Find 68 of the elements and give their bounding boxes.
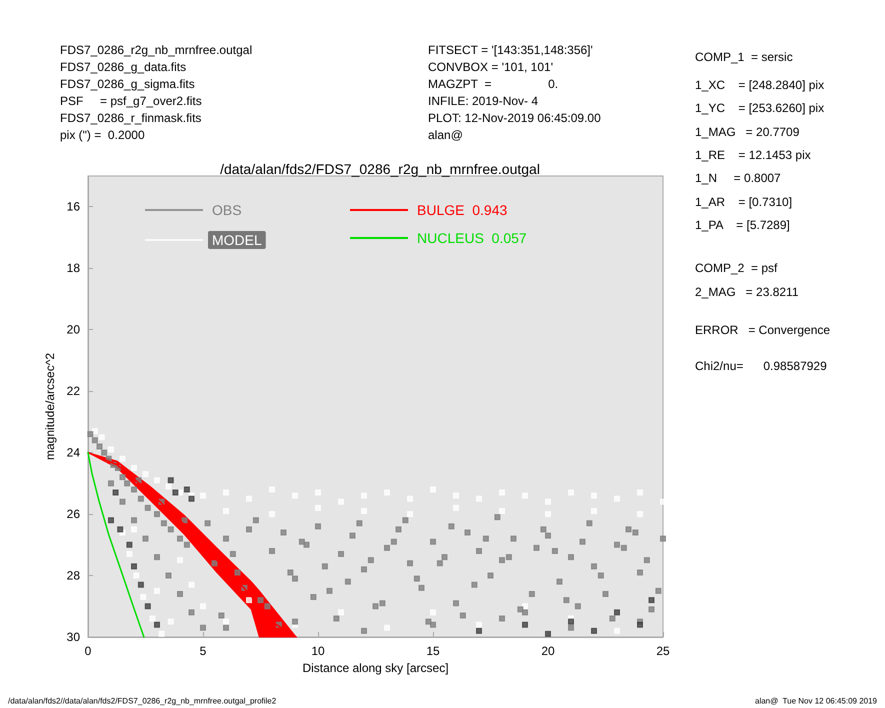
text: alan@ Tue Nov 12 06:45:09 2019 xyxy=(755,696,878,706)
y-tick-label: 16 xyxy=(66,200,80,214)
y-tick-label: 26 xyxy=(66,507,80,522)
text: 1_AR = [0.7310] xyxy=(695,195,792,209)
x-tick-label: 0 xyxy=(84,644,92,658)
x-tick-label: 5 xyxy=(200,644,207,658)
point xyxy=(614,609,620,616)
point xyxy=(112,490,119,496)
point xyxy=(637,622,643,628)
point xyxy=(168,477,174,484)
point xyxy=(126,542,132,548)
x-tick-label: 20 xyxy=(541,644,555,658)
legend-label: MODEL xyxy=(212,232,262,248)
y-tick-label: 28 xyxy=(66,568,80,583)
text: 1_N = 0.8007 xyxy=(695,171,782,185)
point xyxy=(568,618,574,625)
text: 1_XC = [248.2840] pix xyxy=(695,78,824,92)
text: FITSECT = '[143:351,148:356]' xyxy=(428,43,593,57)
x-tick-label: 10 xyxy=(311,644,325,658)
point xyxy=(154,622,160,628)
point xyxy=(476,628,482,634)
text: 2_MAG = 23.8211 xyxy=(695,285,799,299)
text: COMP_2 = psf xyxy=(695,261,778,275)
text: INFILE: 2019-Nov- 4 xyxy=(428,94,538,108)
point xyxy=(648,597,654,604)
text: COMP_1 = sersic xyxy=(695,50,793,64)
text: FDS7_0286_g_data.fits xyxy=(60,60,186,74)
x-tick-label: 15 xyxy=(426,644,440,658)
x-tick-label: 25 xyxy=(656,644,670,658)
text: 1_RE = 12.1453 pix xyxy=(695,148,811,162)
y-tick-label: 18 xyxy=(66,261,80,276)
text: alan@ xyxy=(428,128,463,142)
text: PSF = psf_g7_over2.fits xyxy=(60,94,202,108)
text: pix (") = 0.2000 xyxy=(60,128,145,142)
text: Chi2/nu= 0.98587929 xyxy=(695,359,828,373)
point xyxy=(591,628,597,634)
point xyxy=(188,496,194,502)
text: FDS7_0286_r_finmask.fits xyxy=(60,111,202,125)
text: CONVBOX = '101, 101' xyxy=(428,60,553,74)
y-axis-title: magnitude/arcsec^2 xyxy=(42,352,57,460)
text: PLOT: 12-Nov-2019 06:45:09.00 xyxy=(428,111,602,125)
point xyxy=(184,486,190,492)
line-series xyxy=(87,452,145,638)
point xyxy=(138,582,144,588)
x-axis-title: Distance along sky [arcsec] xyxy=(302,660,449,675)
legend-label: OBS xyxy=(212,202,242,218)
point xyxy=(172,490,178,496)
point xyxy=(522,622,528,628)
point xyxy=(144,603,151,610)
legend-label: NUCLEUS 0.057 xyxy=(417,230,527,246)
point xyxy=(117,526,124,532)
y-tick-label: 30 xyxy=(66,630,80,644)
point xyxy=(545,630,551,637)
text: 1_PA = [5.7289] xyxy=(695,218,790,232)
point xyxy=(108,517,114,524)
y-tick-label: 24 xyxy=(66,446,80,460)
text: ERROR = Convergence xyxy=(695,323,830,337)
text: 1_MAG = 20.7709 xyxy=(695,125,800,139)
chart-title: /data/alan/fds2/FDS7_0286_r2g_nb_mrnfree.outgal xyxy=(220,161,540,177)
point xyxy=(131,563,137,570)
y-tick-label: 20 xyxy=(66,322,80,337)
legend-label: BULGE 0.943 xyxy=(417,202,508,218)
text: /data/alan/fds2//data/alan/fds2/FDS7_0286_r2g_nb_mrnfree.outgal_profile2 xyxy=(8,696,277,706)
text: 1_YC = [253.6260] pix xyxy=(695,101,824,115)
text: FDS7_0286_g_sigma.fits xyxy=(60,77,195,91)
text: FDS7_0286_r2g_nb_mrnfree.outgal xyxy=(60,43,252,57)
y-tick-label: 22 xyxy=(66,384,80,398)
text: MAGZPT = 0. xyxy=(428,77,558,91)
